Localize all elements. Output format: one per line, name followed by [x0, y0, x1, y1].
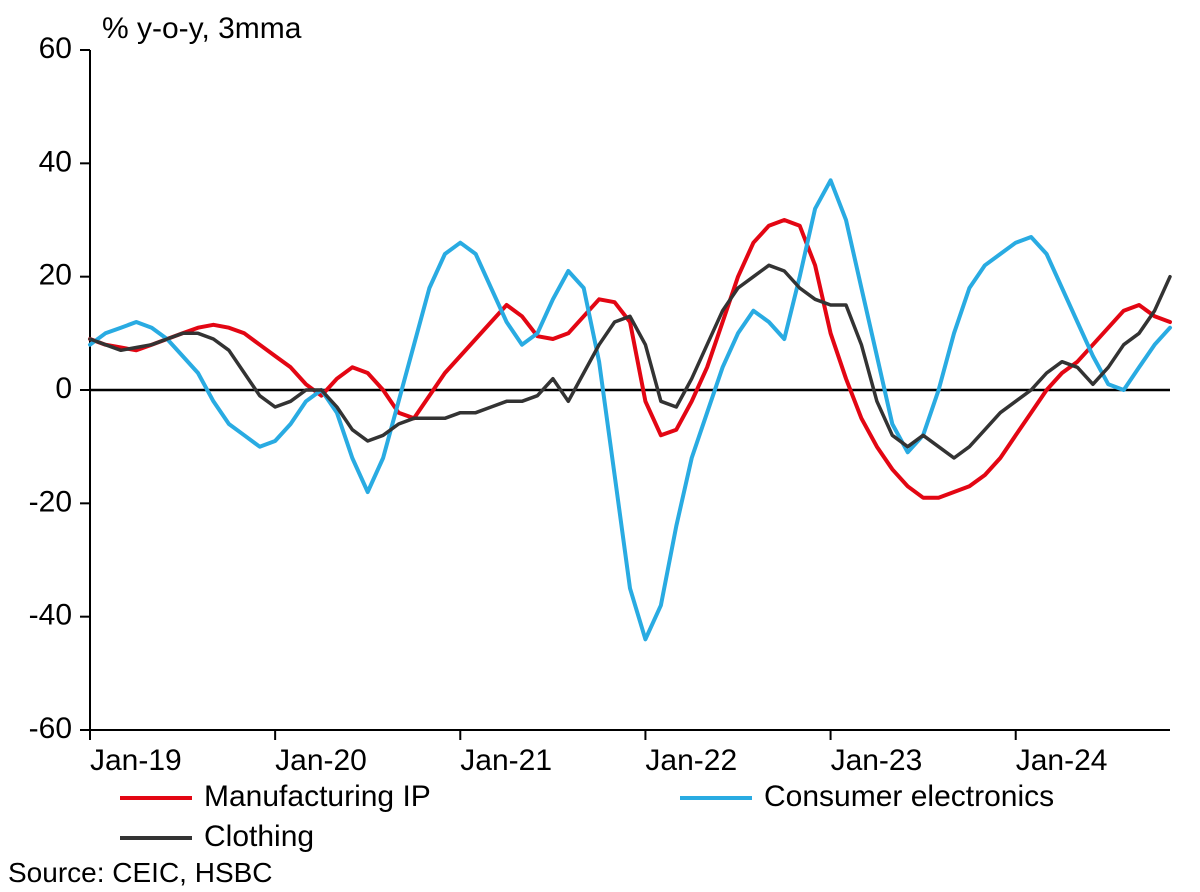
source-label: Source: CEIC, HSBC	[8, 857, 273, 888]
y-tick-label: 20	[39, 259, 72, 292]
legend-label-2: Clothing	[204, 820, 314, 853]
y-tick-label: -60	[29, 712, 72, 745]
x-tick-label: Jan-24	[1016, 744, 1108, 777]
chart-container: -60 -40 -20 0 20 40 60 Jan-19 Jan-20 Jan-21 Jan-22…	[0, 0, 1200, 892]
x-tick-label: Jan-22	[645, 744, 737, 777]
legend-label-1: Consumer electronics	[764, 780, 1054, 813]
line-chart: -60 -40 -20 0 20 40 60 Jan-19 Jan-20 Jan-21 Jan-22…	[0, 0, 1200, 892]
y-tick-label: 60	[39, 32, 72, 65]
x-tick-label: Jan-19	[90, 744, 182, 777]
legend-label-0: Manufacturing IP	[204, 780, 431, 813]
y-tick-label: -40	[29, 599, 72, 632]
x-tick-label: Jan-21	[460, 744, 552, 777]
y-tick-label: -20	[29, 485, 72, 518]
x-tick-label: Jan-23	[831, 744, 923, 777]
y-tick-label: 40	[39, 145, 72, 178]
chart-subtitle: % y-o-y, 3mma	[102, 12, 302, 45]
x-tick-label: Jan-20	[275, 744, 367, 777]
y-tick-label: 0	[55, 372, 72, 405]
